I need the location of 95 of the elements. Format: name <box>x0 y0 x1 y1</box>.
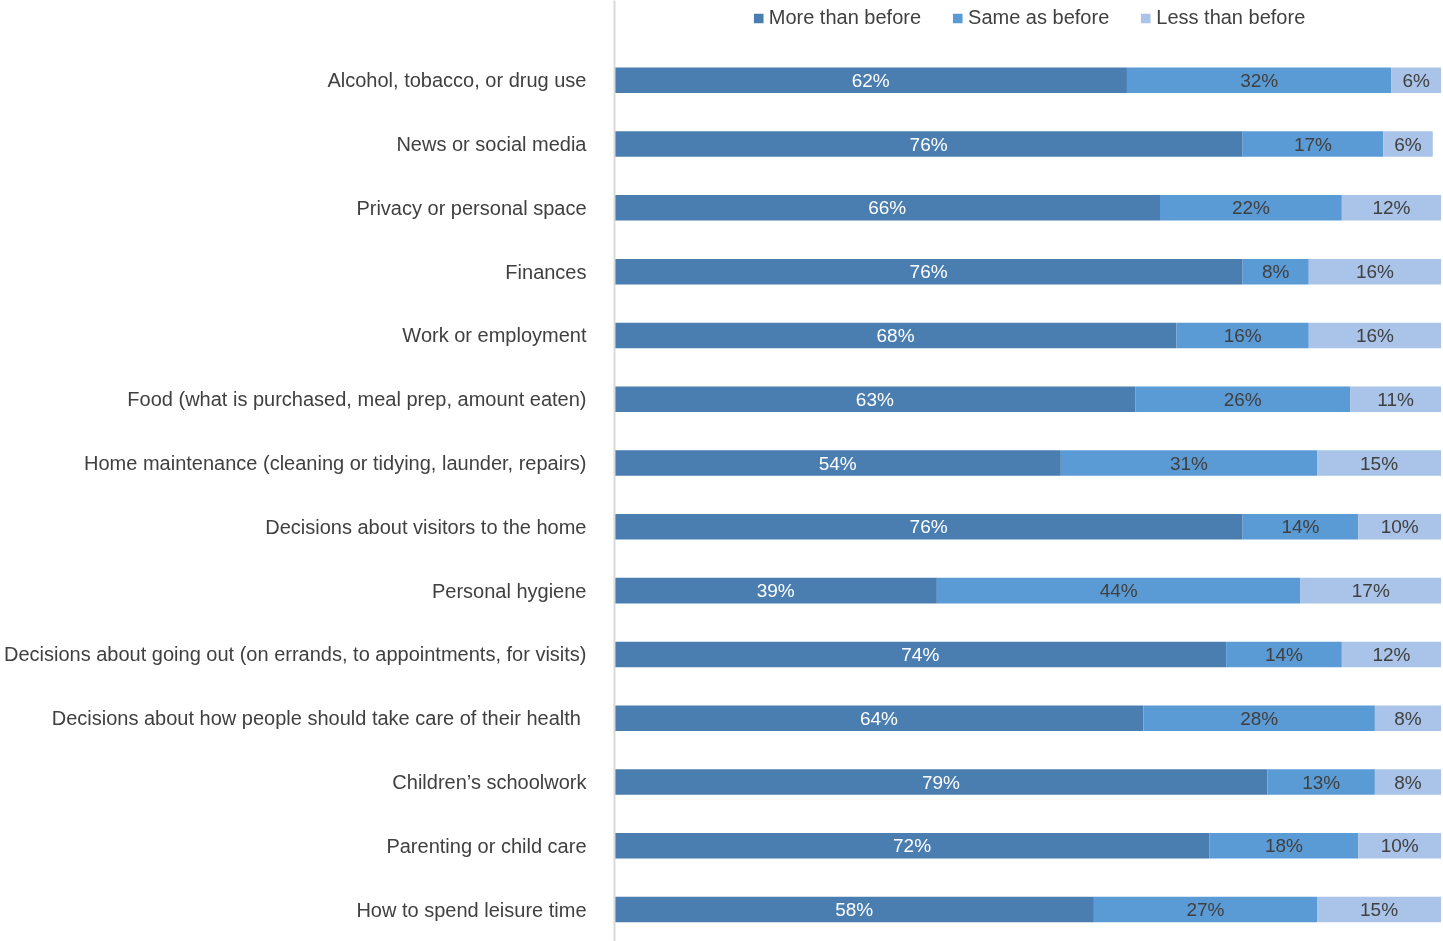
bar <box>614 641 1227 668</box>
data-label: 14% <box>1281 516 1320 538</box>
bar <box>614 896 1094 923</box>
data-label: 76% <box>909 261 948 283</box>
data-label: 79% <box>921 771 961 793</box>
data-label: 10% <box>1380 835 1419 857</box>
bar <box>1341 195 1442 221</box>
bar <box>614 705 1144 731</box>
data-label: 63% <box>855 388 894 410</box>
bar <box>614 514 1243 540</box>
data-label: 68% <box>876 324 915 346</box>
bar <box>614 67 1127 94</box>
bar <box>1135 386 1351 412</box>
data-label: 39% <box>756 580 795 602</box>
data-label: 18% <box>1264 835 1304 857</box>
bar <box>936 577 1301 604</box>
y-tick-label: Home maintenance (cleaning or tidying, launder, repairs) <box>84 452 587 475</box>
data-label: 12% <box>1372 643 1411 665</box>
data-label: 13% <box>1302 771 1341 793</box>
data-label: 28% <box>1240 707 1279 729</box>
data-label: 15% <box>1360 452 1399 474</box>
data-label: 8% <box>1394 707 1422 729</box>
data-label: 12% <box>1372 197 1411 219</box>
data-label: 6% <box>1402 69 1431 91</box>
legend-label: Less than before <box>1156 6 1306 29</box>
bar <box>1267 769 1375 795</box>
bar <box>614 386 1136 412</box>
data-label: 8% <box>1261 261 1290 283</box>
y-tick-label: Privacy or personal space <box>356 196 587 219</box>
bar <box>1143 705 1375 731</box>
y-tick-label: Parenting or child care <box>386 834 587 857</box>
y-tick-label: How to spend leisure time <box>356 898 587 921</box>
bar <box>1300 577 1442 604</box>
y-tick-label: News or social media <box>396 133 588 156</box>
data-label: 58% <box>835 899 874 921</box>
data-label: 15% <box>1360 899 1399 921</box>
bar <box>1160 195 1342 221</box>
data-label: 17% <box>1351 580 1390 602</box>
bar <box>1317 896 1442 923</box>
data-label: 22% <box>1231 197 1271 219</box>
y-tick-label: Finances <box>505 260 587 283</box>
bar <box>1226 641 1342 668</box>
data-label: 27% <box>1186 899 1225 921</box>
bar <box>614 577 937 604</box>
bar <box>1126 67 1392 94</box>
bar <box>1242 514 1359 540</box>
bar <box>1242 131 1384 157</box>
data-label: 17% <box>1293 133 1333 155</box>
y-tick-label: Decisions about visitors to the home <box>265 515 587 538</box>
data-label: 72% <box>893 835 932 857</box>
y-tick-label: Food (what is purchased, meal prep, amount eaten) <box>127 388 587 411</box>
y-tick-label: Children’s schoolwork <box>392 771 588 794</box>
bar <box>614 258 1243 285</box>
data-label: 16% <box>1223 324 1262 346</box>
y-tick-label: Personal hygiene <box>431 579 587 602</box>
data-label: 44% <box>1099 580 1138 602</box>
bar <box>614 833 1210 859</box>
data-label: 16% <box>1355 261 1395 283</box>
data-label: 62% <box>851 69 890 91</box>
bar <box>1308 258 1442 285</box>
y-tick-label: Decisions about how people should take care of their health <box>51 707 581 730</box>
data-label: 74% <box>901 643 940 665</box>
bar <box>1093 896 1318 923</box>
data-label: 66% <box>868 197 907 219</box>
data-label: 26% <box>1223 388 1262 410</box>
data-label: 54% <box>818 452 857 474</box>
bar <box>1350 386 1442 412</box>
legend-label: More than before <box>768 6 922 29</box>
bar <box>614 195 1160 221</box>
data-label: 16% <box>1355 324 1395 346</box>
bar <box>1317 450 1442 476</box>
data-label: 10% <box>1380 516 1419 538</box>
data-label: 32% <box>1240 69 1279 91</box>
y-tick-label: Alcohol, tobacco, or drug use <box>327 69 587 92</box>
data-label: 76% <box>909 133 948 155</box>
bar <box>614 322 1177 349</box>
bar <box>614 450 1061 476</box>
bar <box>614 769 1268 795</box>
bar <box>1060 450 1318 476</box>
data-label: 6% <box>1394 133 1422 155</box>
y-tick-label: Decisions about going out (on errands, to appointments, for visits) <box>3 643 587 666</box>
data-label: 31% <box>1169 452 1209 474</box>
legend-label: Same as before <box>968 6 1110 29</box>
data-label: 76% <box>909 516 948 538</box>
bar <box>614 131 1243 157</box>
bar <box>1176 322 1309 349</box>
data-label: 14% <box>1264 643 1304 665</box>
bar <box>1308 322 1442 349</box>
bar <box>1209 833 1359 859</box>
bar <box>1358 833 1442 859</box>
y-tick-label: Work or employment <box>402 324 587 347</box>
data-label: 8% <box>1394 771 1422 793</box>
data-label: 11% <box>1377 388 1414 410</box>
bar <box>1358 514 1442 540</box>
data-label: 64% <box>859 707 899 729</box>
